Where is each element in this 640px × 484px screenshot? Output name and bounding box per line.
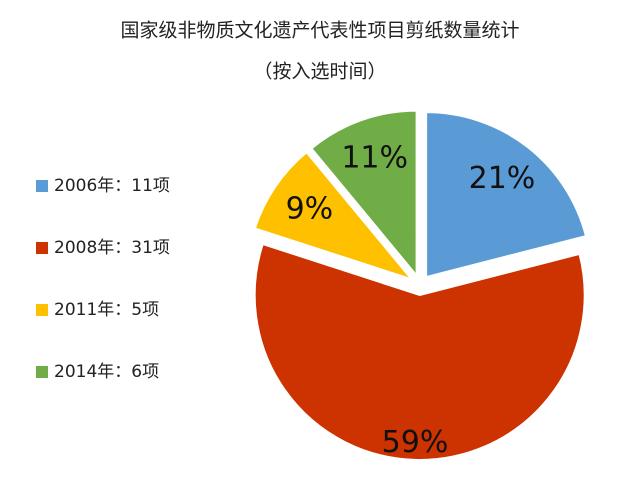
legend-swatch: [36, 366, 48, 378]
legend-swatch: [36, 242, 48, 254]
legend-swatch: [36, 304, 48, 316]
data-label: 59%: [382, 425, 449, 460]
pie-slice: [310, 109, 418, 279]
pie-slice: [253, 242, 586, 461]
chart-title: 国家级非物质文化遗产代表性项目剪纸数量统计: [120, 20, 519, 42]
legend-swatch: [36, 180, 48, 192]
legend-label: 2014年：6项: [54, 362, 159, 382]
legend-label: 2011年：5项: [54, 300, 159, 320]
legend-label: 2008年：31项: [54, 238, 170, 258]
legend-label: 2006年：11项: [54, 176, 170, 196]
data-label: 11%: [341, 141, 408, 176]
data-label: 21%: [469, 161, 536, 196]
pie-slice: [253, 150, 415, 282]
chart-subtitle: （按入选时间）: [253, 61, 386, 83]
pie-slice: [425, 111, 588, 279]
data-label: 9%: [286, 191, 334, 226]
